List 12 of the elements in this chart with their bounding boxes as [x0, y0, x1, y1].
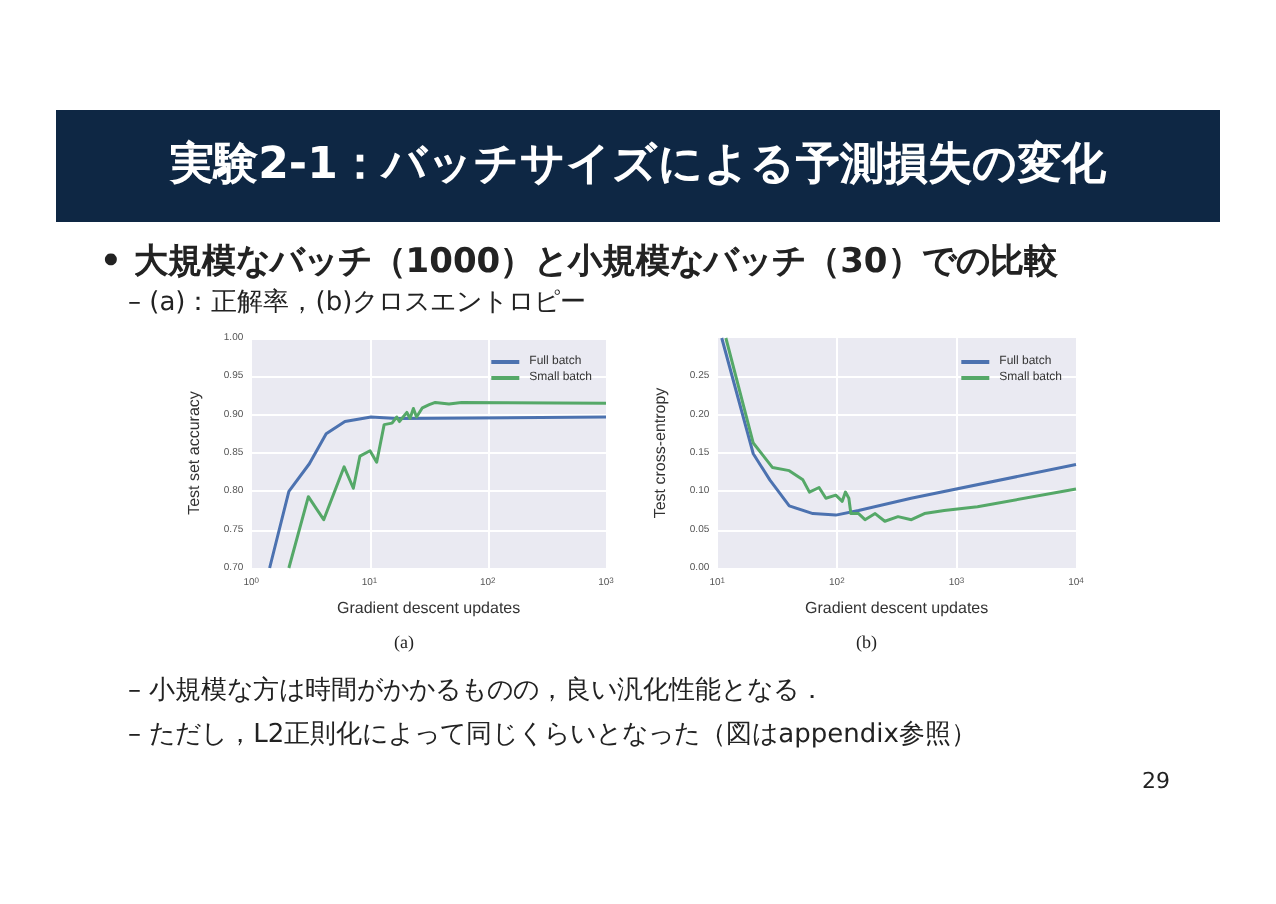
- text: • 大規模なバッチ（1000）と小規模なバッチ（30）での比較: [100, 240, 1058, 284]
- y-axis-title: Test set accuracy: [185, 391, 203, 515]
- x-axis-title: Gradient descent updates: [805, 599, 989, 617]
- text: (b): [856, 632, 877, 652]
- y-axis-title: Test cross-entropy: [651, 387, 669, 519]
- chart-title: 実験2-1：バッチサイズによる予測損失の変化: [56, 110, 1220, 222]
- x-axis-title: Gradient descent updates: [337, 599, 521, 617]
- text: – 小規模な方は時間がかかるものの，良い汎化性能となる．: [128, 674, 826, 708]
- text: – (a)：正解率，(b)クロスエントロピー: [128, 286, 587, 320]
- text: (a): [394, 632, 414, 652]
- text: 29: [1142, 768, 1170, 794]
- text: – ただし，L2正則化によって同じくらいとなった（図はappendix参照）: [128, 718, 977, 752]
